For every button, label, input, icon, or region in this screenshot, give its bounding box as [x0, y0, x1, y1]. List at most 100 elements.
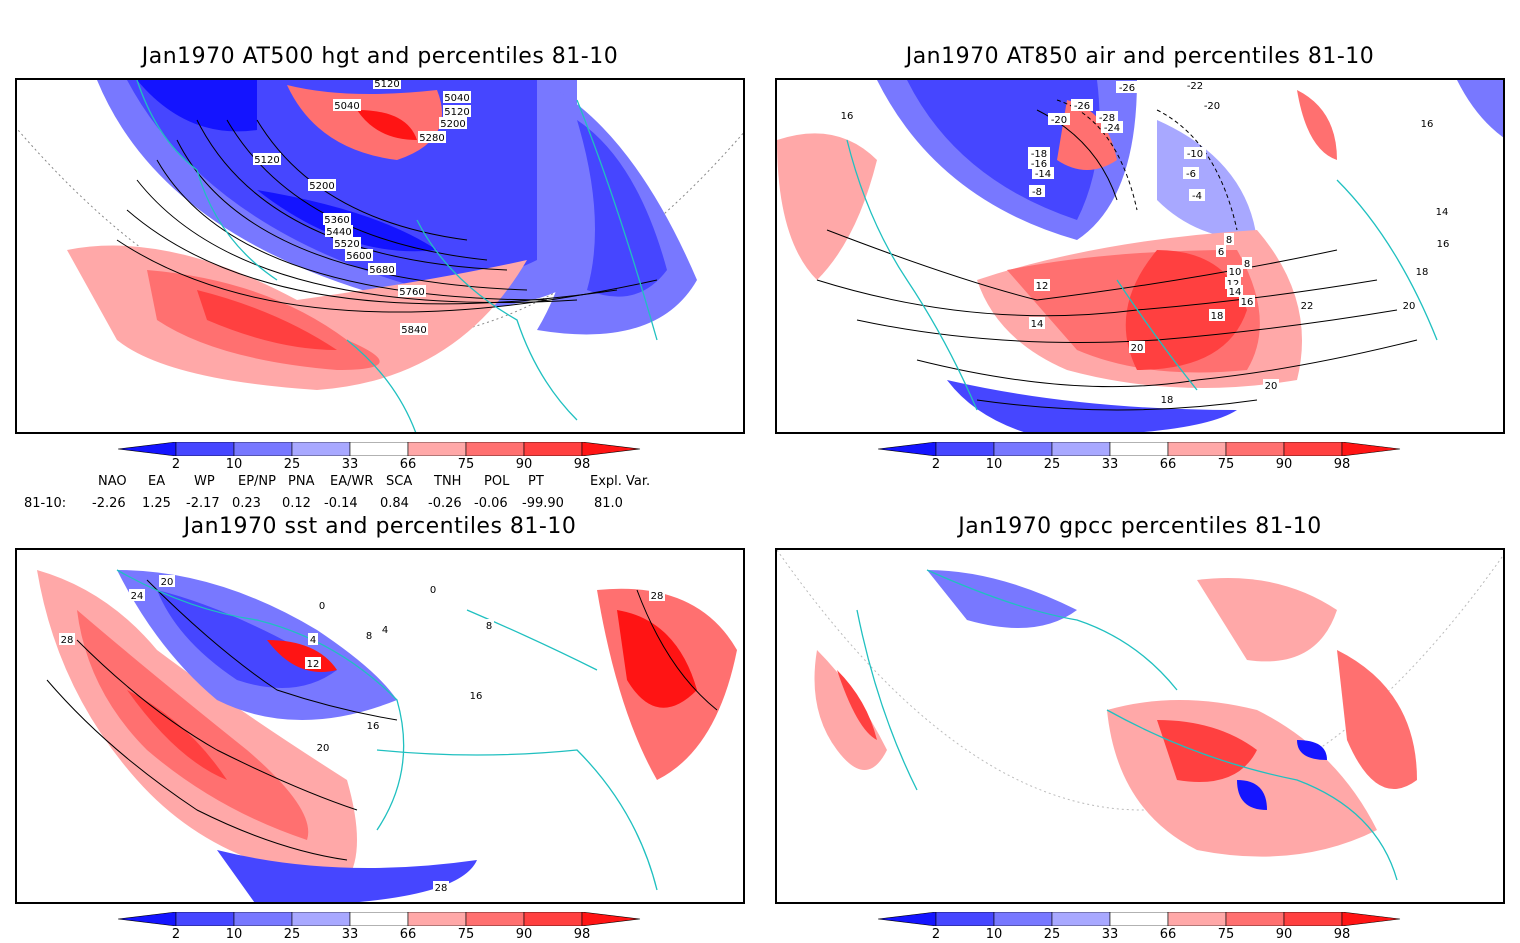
svg-text:24: 24 — [131, 591, 144, 602]
svg-text:8: 8 — [1244, 259, 1250, 270]
svg-text:28: 28 — [651, 591, 664, 602]
anomaly-red — [1297, 90, 1337, 160]
svg-text:-26: -26 — [1074, 101, 1090, 112]
contour-label: 10 — [1227, 265, 1243, 278]
colorbar-swatch — [1051, 911, 1111, 927]
colorbar-swatch — [877, 911, 937, 927]
colorbar-label: 66 — [399, 457, 417, 472]
contour-label: -14 — [1032, 167, 1054, 180]
contour-label: 4 — [308, 633, 318, 646]
contour-label: 8 — [1242, 257, 1252, 270]
svg-text:5840: 5840 — [401, 325, 426, 336]
svg-text:5120: 5120 — [444, 107, 469, 118]
contour-label: 5280 — [418, 131, 446, 144]
colorbar-label: 98 — [573, 457, 591, 472]
contour-label: 12 — [305, 657, 321, 670]
svg-text:22: 22 — [1301, 301, 1314, 312]
contour-label: -24 — [1101, 121, 1123, 134]
colorbar-swatch — [581, 441, 641, 457]
svg-text:5360: 5360 — [324, 215, 349, 226]
svg-text:16: 16 — [841, 111, 854, 122]
contour-label: 5120 — [443, 105, 471, 118]
anomaly-blue — [137, 80, 257, 132]
contour-label: 5040 — [333, 99, 361, 112]
contour-label: 18 — [1209, 309, 1225, 322]
svg-text:-20: -20 — [1204, 101, 1220, 112]
colorbar-label: 2 — [171, 457, 181, 472]
colorbar-label: 25 — [1043, 457, 1061, 472]
colorbar-swatches — [117, 911, 641, 927]
colorbar-label: 75 — [1217, 457, 1235, 472]
svg-text:-26: -26 — [1119, 83, 1135, 94]
index-value: -0.14 — [324, 496, 358, 511]
panel-title-gpcc: Jan1970 gpcc percentiles 81-10 — [958, 514, 1322, 539]
svg-text:5040: 5040 — [444, 93, 469, 104]
svg-text:-24: -24 — [1104, 123, 1120, 134]
colorbar-swatch — [233, 441, 293, 457]
colorbar-hgt: 2 10 25 33 66 75 90 98 — [117, 441, 642, 473]
contour-label: -8 — [1029, 185, 1045, 198]
colorbar-swatch — [1341, 441, 1401, 457]
colorbar-label: 98 — [573, 927, 591, 942]
colorbar-swatch — [175, 911, 235, 927]
colorbar-swatches — [117, 441, 641, 457]
colorbar-swatch — [291, 911, 351, 927]
index-header: PT — [528, 474, 544, 489]
svg-text:6: 6 — [1218, 247, 1224, 258]
colorbar-label: 33 — [1101, 457, 1119, 472]
colorbar-label: 66 — [1159, 457, 1177, 472]
anomaly-blue — [1297, 740, 1327, 760]
svg-text:-18: -18 — [1031, 149, 1047, 160]
svg-text:18: 18 — [1161, 395, 1174, 406]
anomaly-red — [1337, 650, 1417, 789]
anomaly-red — [77, 610, 309, 840]
anomaly-red — [814, 650, 887, 770]
colorbar-label: 33 — [341, 927, 359, 942]
colorbar-swatch — [233, 911, 293, 927]
colorbar-label: 2 — [931, 457, 941, 472]
contour-label: 14 — [1434, 205, 1450, 218]
index-value: -0.26 — [428, 496, 462, 511]
contour-label: 28 — [649, 589, 665, 602]
colorbar-swatch — [993, 441, 1053, 457]
svg-text:5520: 5520 — [334, 239, 359, 250]
coastlines — [116, 569, 658, 891]
colorbar-label: 75 — [457, 927, 475, 942]
colorbar-swatch — [1225, 441, 1285, 457]
svg-text:-28: -28 — [1099, 113, 1115, 124]
map-panel-air: -26 -22 -26 -28 -24 -20 -20 -18 -16 -14 -10 -8 -6 -4 1… — [775, 78, 1505, 434]
colorbar-sst: 2 10 25 33 66 75 90 98 — [117, 911, 642, 943]
contour-label: 5200 — [439, 117, 467, 130]
index-value: 0.84 — [380, 496, 409, 511]
colorbar-swatch — [465, 911, 525, 927]
map-panel-hgt: 5040 5040 5120 5120 5200 5280 5120 5200 5360 5440… — [15, 78, 745, 434]
index-header: NAO — [98, 474, 127, 489]
svg-text:8: 8 — [366, 631, 372, 642]
coastlines — [136, 80, 658, 432]
colorbar-label: 90 — [1275, 927, 1293, 942]
colorbar-swatch — [117, 441, 177, 457]
contour-label: 5120 — [253, 153, 281, 166]
contour-label: -16 — [1028, 157, 1050, 170]
contour-label: 5600 — [345, 249, 373, 262]
contour-label: 16 — [1435, 237, 1451, 250]
contour-label: 5680 — [368, 263, 396, 276]
svg-text:20: 20 — [317, 743, 330, 754]
coastlines — [856, 569, 1398, 881]
svg-text:18: 18 — [1211, 311, 1224, 322]
svg-text:-16: -16 — [1031, 159, 1047, 170]
sst-contours — [46, 579, 718, 861]
contour-label: 0 — [317, 599, 327, 612]
anomaly-blue — [577, 120, 667, 297]
colorbar-swatch — [935, 441, 995, 457]
svg-text:5120: 5120 — [254, 155, 279, 166]
colorbar-swatch — [349, 911, 409, 927]
colorbar-label: 90 — [1275, 457, 1293, 472]
colorbar-label: 10 — [225, 927, 243, 942]
map-air: -26 -22 -26 -28-24 -20 -20 -18-16-14 -10 -8 -6 -4 1… — [777, 80, 1503, 432]
contour-label: -20 — [1048, 113, 1070, 126]
contour-label: 22 — [1299, 299, 1315, 312]
colorbar-swatch — [175, 441, 235, 457]
colorbar-swatch — [1167, 911, 1227, 927]
